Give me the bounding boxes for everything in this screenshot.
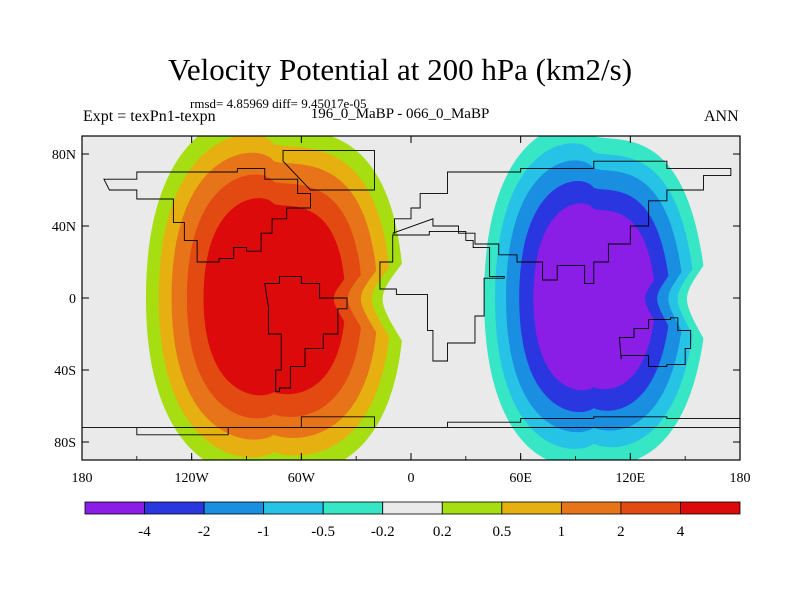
negative-band--4 bbox=[533, 203, 655, 391]
x-tick-label: 60W bbox=[288, 471, 316, 486]
coastline bbox=[82, 416, 740, 436]
y-tick-label: 0 bbox=[69, 292, 76, 307]
experiment-label: Expt = texPn1-texpn bbox=[83, 108, 216, 125]
x-tick-label: 0 bbox=[408, 471, 415, 486]
colorbar-swatch bbox=[382, 501, 443, 515]
coastline bbox=[264, 275, 348, 393]
colorbar-swatch bbox=[501, 501, 562, 515]
contour-fill bbox=[82, 136, 740, 460]
coastline bbox=[392, 160, 732, 285]
colorbar-swatch bbox=[680, 501, 741, 515]
positive-band-4 bbox=[203, 198, 345, 396]
x-tick-label: 180 bbox=[730, 471, 751, 486]
colorbar-swatch bbox=[263, 501, 324, 515]
colorbar-label: -0.2 bbox=[371, 524, 395, 540]
coastline bbox=[618, 317, 692, 367]
colorbar-label: -1 bbox=[257, 524, 270, 540]
colorbar-swatch bbox=[322, 501, 384, 515]
coastline bbox=[103, 167, 311, 263]
colorbar-label: -0.5 bbox=[311, 524, 335, 540]
x-tick-label: 60E bbox=[509, 471, 532, 486]
colorbar-swatch bbox=[620, 501, 681, 515]
stats-text: rmsd= 4.85969 diff= 9.45017e-05 bbox=[190, 96, 367, 111]
y-tick-label: 40S bbox=[54, 364, 76, 379]
coastline bbox=[282, 149, 375, 191]
colorbar-swatch bbox=[84, 501, 145, 515]
case-names: 196_0_MaBP - 066_0_MaBP bbox=[310, 106, 490, 122]
y-tick-label: 80N bbox=[52, 148, 76, 163]
coastlines bbox=[82, 149, 740, 436]
colorbar-swatch bbox=[144, 501, 205, 515]
colorbar-label: -2 bbox=[198, 524, 211, 540]
colorbar-swatch bbox=[441, 501, 503, 515]
x-tick-label: 180 bbox=[72, 471, 93, 486]
colorbar-swatch bbox=[560, 501, 622, 515]
season-label: ANN bbox=[704, 108, 739, 125]
x-tick-label: 120E bbox=[616, 471, 646, 486]
coastline bbox=[379, 230, 505, 362]
colorbar-label: 0.2 bbox=[433, 524, 452, 540]
colorbar-label: 0.5 bbox=[492, 524, 511, 540]
colorbar-label: 2 bbox=[617, 524, 625, 540]
colorbar-label: 1 bbox=[558, 524, 566, 540]
colorbar-label: 4 bbox=[677, 524, 685, 540]
y-tick-label: 80S bbox=[54, 436, 76, 451]
colorbar-swatch bbox=[203, 501, 265, 515]
y-tick-label: 40N bbox=[52, 220, 76, 235]
chart-title: Velocity Potential at 200 hPa (km2/s) bbox=[167, 52, 633, 87]
colorbar-label: -4 bbox=[138, 524, 151, 540]
x-tick-label: 120W bbox=[175, 471, 210, 486]
